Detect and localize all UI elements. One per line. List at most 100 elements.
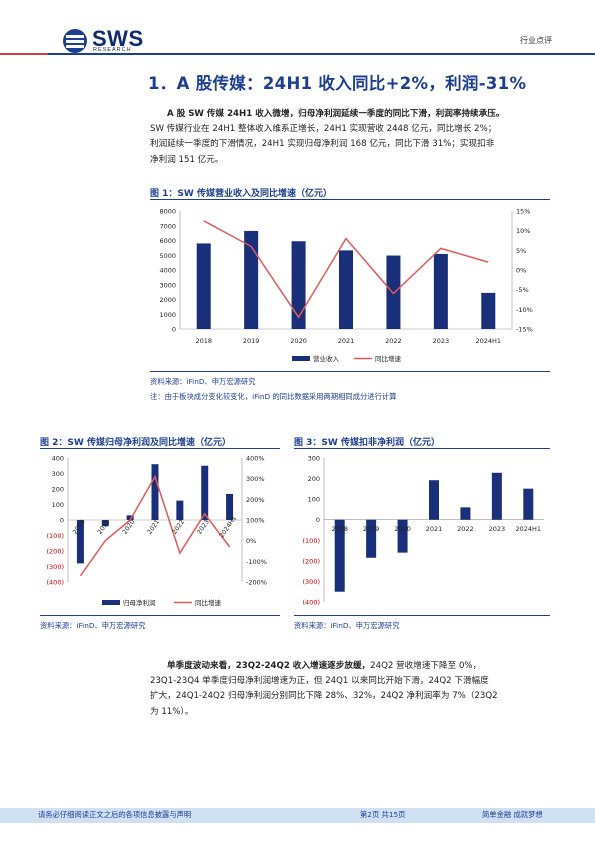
y2-tick-label: 15% — [516, 208, 530, 216]
logo-subtext: RESEARCH — [93, 47, 132, 53]
y-tick-label: 400 — [52, 455, 64, 463]
y-tick-label: 5000 — [159, 252, 176, 260]
x-tick-label: 2019 — [97, 519, 112, 536]
y-tick-label: (400) — [47, 579, 64, 587]
y-tick-label: 300 — [308, 455, 320, 463]
y2-tick-label: 200% — [246, 496, 265, 504]
figure-2-source: 资料来源：iFinD、申万宏源研究 — [40, 621, 146, 630]
bar — [460, 507, 471, 520]
legend-bar-swatch — [292, 356, 310, 361]
figure-1-source: 资料来源：iFinD、申万宏源研究 — [150, 377, 256, 386]
legend-bar-swatch — [102, 600, 120, 605]
y-tick-label: 0 — [172, 326, 176, 334]
y-tick-label: 0 — [60, 517, 64, 525]
bar — [386, 255, 401, 329]
header-divider — [0, 53, 595, 55]
report-type-tag: 行业点评 — [520, 36, 552, 45]
bar — [196, 243, 211, 329]
x-tick-label: 2019 — [243, 337, 260, 345]
bar — [339, 250, 353, 329]
bar — [433, 253, 448, 329]
bar — [76, 520, 84, 564]
y-tick-label: (100) — [303, 537, 320, 545]
x-tick-label: 2023 — [196, 519, 211, 536]
y-tick-label: (300) — [303, 578, 320, 586]
footer-bar — [0, 808, 595, 823]
footer-slogan: 简单金融 成就梦想 — [482, 810, 543, 819]
y2-tick-label: -10% — [516, 306, 533, 314]
y2-tick-label: -5% — [516, 286, 529, 294]
bar — [176, 500, 184, 520]
figure-1-title: 图 1：SW 传媒营业收入及同比增速（亿元） — [150, 189, 332, 199]
y-tick-label: 300 — [52, 470, 64, 478]
bar — [397, 519, 408, 553]
legend-label: 归母净利润 — [123, 598, 156, 607]
x-tick-label: 2021 — [146, 519, 161, 536]
y-tick-label: (400) — [303, 599, 320, 607]
legend-label: 同比增速 — [375, 354, 402, 363]
growth-line — [203, 220, 489, 319]
bar — [151, 464, 159, 520]
figure-1-note: 注：由于板块成分变化较变化，iFinD 的同比数据采用两期相同成分进行计算 — [150, 392, 397, 401]
figure-1-title-rule — [150, 199, 550, 200]
x-tick-label: 2019 — [363, 525, 380, 533]
x-tick-label: 2021 — [426, 525, 443, 533]
paragraph-2-line: 扩大，24Q1-24Q2 归母净利润分别同比下降 28%、32%，24Q2 净利… — [150, 691, 498, 702]
figure-2-bottom-rule — [40, 615, 280, 616]
bar — [429, 480, 439, 520]
x-tick-label: 2022 — [457, 525, 474, 533]
y-tick-label: (100) — [47, 532, 64, 540]
y-tick-label: 8000 — [159, 208, 176, 216]
bar — [201, 465, 209, 520]
y2-tick-label: -100% — [246, 558, 267, 566]
y-tick-label: 6000 — [159, 237, 176, 245]
x-tick-label: 2022 — [171, 519, 186, 536]
figure-3-source: 资料来源：iFinD、申万宏源研究 — [294, 621, 400, 630]
section-title: 1．A 股传媒：24H1 收入同比+2%，利润-31% — [148, 74, 527, 93]
paragraph-1: A 股 SW 传媒 24H1 收入微增，归母净利润延续一季度的同比下滑，利润率持… — [150, 107, 550, 168]
paragraph-2-line: 为 11%）。 — [150, 706, 194, 717]
x-tick-label: 2021 — [338, 337, 355, 345]
legend-label: 同比增速 — [195, 598, 222, 607]
x-tick-label: 2024H1 — [475, 337, 501, 345]
figure-2-title-rule — [40, 448, 280, 449]
y-tick-label: (200) — [303, 557, 320, 565]
x-tick-label: 2020 — [121, 519, 136, 536]
y2-tick-label: 300% — [246, 475, 265, 483]
net-profit-chart: (400) (300) (200) (100) 0 100 200 300 400 -200% -1… — [47, 455, 267, 608]
x-tick-label: 2020 — [394, 525, 411, 533]
x-tick-label: 2020 — [290, 337, 307, 345]
bar — [491, 472, 502, 520]
growth-line — [79, 474, 231, 577]
x-tick-label: 2023 — [489, 525, 506, 533]
bar — [366, 519, 377, 558]
y-tick-label: 100 — [52, 501, 64, 509]
y2-tick-label: 0% — [516, 267, 526, 275]
y2-tick-label: 0% — [246, 537, 256, 545]
y-tick-label: 100 — [308, 496, 320, 504]
y2-tick-label: 5% — [516, 247, 526, 255]
x-tick-label: 2018 — [195, 337, 212, 345]
paragraph-2-lead: 单季度波动来看，23Q2-24Q2 收入增速逐步放缓， — [167, 661, 371, 671]
y2-tick-label: 10% — [516, 227, 530, 235]
footer-disclaimer: 请务必仔细阅读正文之后的各项信息披露与声明 — [38, 810, 192, 819]
figure-1-bottom-rule — [150, 371, 550, 372]
paragraph-1-line: SW 传媒行业在 24H1 整体收入维系正增长，24H1 实现营收 2448 亿… — [150, 124, 497, 135]
page-number: 第2页 共15页 — [360, 810, 406, 819]
y-tick-label: 7000 — [159, 222, 176, 230]
y2-tick-label: 400% — [246, 455, 265, 463]
y-tick-label: (200) — [47, 548, 64, 556]
y-tick-label: 4000 — [159, 267, 176, 275]
paragraph-1-line: 净利润 151 亿元。 — [150, 154, 224, 165]
y2-tick-label: -15% — [516, 326, 533, 334]
bar — [523, 488, 534, 520]
x-tick-label: 2024H1 — [515, 525, 541, 533]
revenue-chart: 0 1000 2000 3000 4000 5000 6000 7000 8000 -15% -10… — [159, 208, 533, 364]
paragraph-1-line: 利润延续一季度的下滑情况，24H1 实现归母净利润 168 亿元，同比下滑 31… — [150, 139, 495, 150]
bar — [126, 515, 134, 520]
y-tick-label: 0 — [316, 516, 320, 524]
bar — [244, 230, 259, 329]
y-tick-label: 1000 — [159, 311, 176, 319]
y-tick-label: 2000 — [159, 296, 176, 304]
logo-text: SWS — [92, 26, 144, 51]
